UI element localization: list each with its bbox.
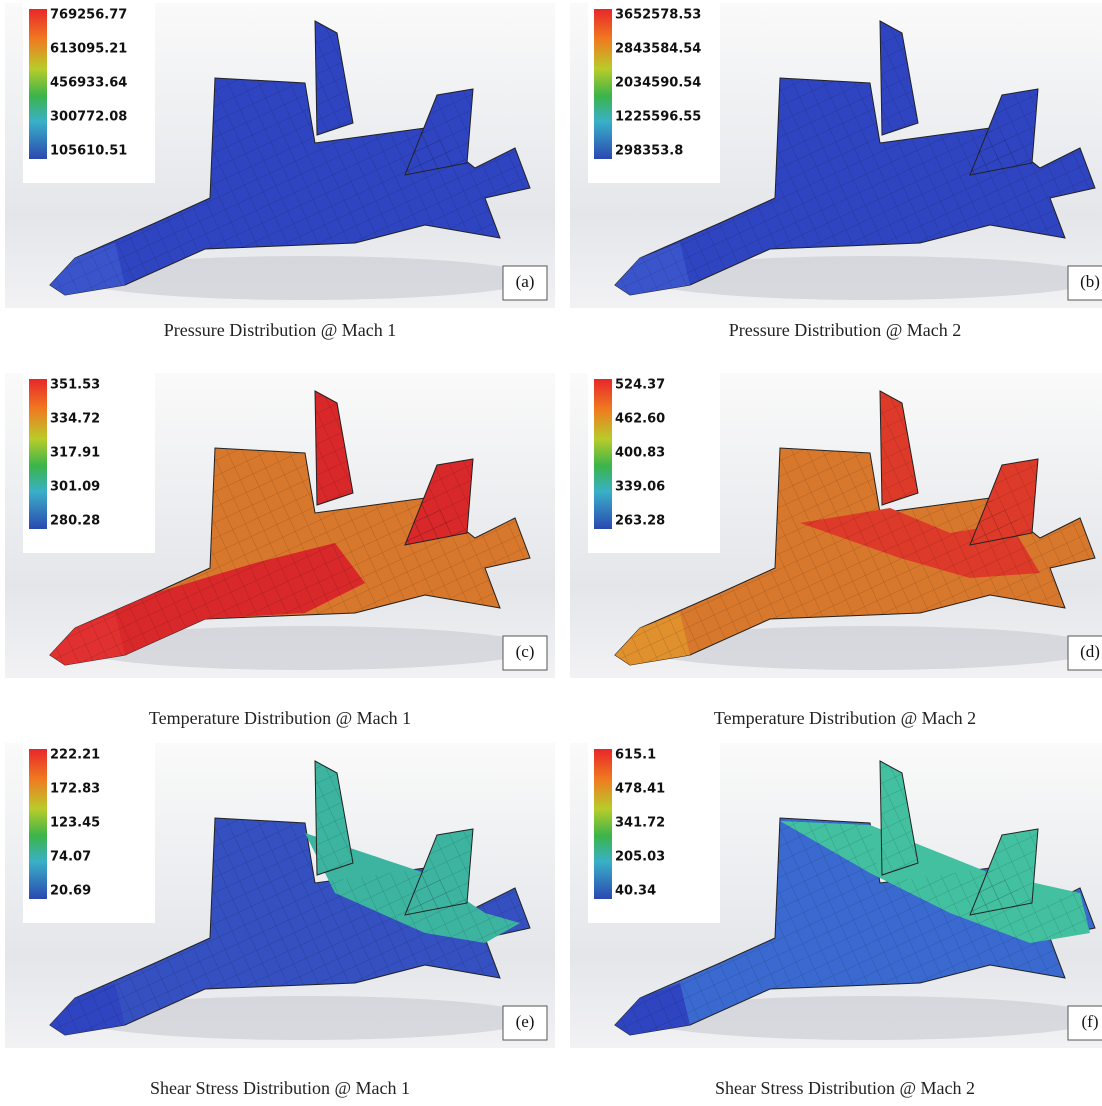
panel: 524.37 462.60 400.83 339.06 263.28 (d) <box>570 373 1102 678</box>
panel: 615.1 478.41 341.72 205.03 40.34 (f) <box>570 743 1102 1048</box>
legend-label: 280.28 <box>50 514 100 529</box>
panel-label: (c) <box>516 642 535 661</box>
colorbar <box>29 749 47 899</box>
colorbar <box>29 379 47 529</box>
legend-label: 462.60 <box>615 412 665 427</box>
legend-label: 478.41 <box>615 782 665 797</box>
page: 769256.77 613095.21 456933.64 300772.08 1056… <box>0 0 1102 1106</box>
legend-label: 300772.08 <box>50 110 127 125</box>
caption: Temperature Distribution @ Mach 1 <box>149 708 411 728</box>
legend-label: 298353.8 <box>615 144 683 159</box>
legend-label: 2843584.54 <box>615 42 701 57</box>
legend-label: 351.53 <box>50 378 100 393</box>
colorbar <box>29 9 47 159</box>
caption: Temperature Distribution @ Mach 2 <box>714 708 976 728</box>
legend-label: 123.45 <box>50 816 100 831</box>
legend-label: 334.72 <box>50 412 100 427</box>
panel-label: (a) <box>516 272 535 291</box>
legend-label: 613095.21 <box>50 42 127 57</box>
legend-label: 74.07 <box>50 850 91 865</box>
legend-label: 20.69 <box>50 884 91 899</box>
legend-label: 105610.51 <box>50 144 127 159</box>
panel-label: (b) <box>1080 272 1100 291</box>
legend-label: 524.37 <box>615 378 665 393</box>
panel: 351.53 334.72 317.91 301.09 280.28 (c) <box>5 373 555 678</box>
colorbar <box>594 9 612 159</box>
legend-label: 339.06 <box>615 480 665 495</box>
panel-label: (e) <box>516 1012 535 1031</box>
panel: 222.21 172.83 123.45 74.07 20.69 (e) <box>5 743 555 1048</box>
legend-label: 341.72 <box>615 816 665 831</box>
panel: 769256.77 613095.21 456933.64 300772.08 1056… <box>5 3 555 308</box>
caption: Pressure Distribution @ Mach 2 <box>729 320 962 340</box>
legend-label: 263.28 <box>615 514 665 529</box>
legend-label: 205.03 <box>615 850 665 865</box>
caption: Shear Stress Distribution @ Mach 2 <box>715 1078 975 1098</box>
caption: Pressure Distribution @ Mach 1 <box>164 320 397 340</box>
legend-label: 456933.64 <box>50 76 127 91</box>
panel: 3652578.53 2843584.54 2034590.54 1225596.55… <box>570 3 1102 308</box>
legend-label: 172.83 <box>50 782 100 797</box>
caption: Shear Stress Distribution @ Mach 1 <box>150 1078 410 1098</box>
colorbar <box>594 749 612 899</box>
legend-label: 317.91 <box>50 446 100 461</box>
legend-label: 301.09 <box>50 480 100 495</box>
panel-label: (d) <box>1080 642 1100 661</box>
figure: 769256.77 613095.21 456933.64 300772.08 1056… <box>0 0 1102 1106</box>
panel-label: (f) <box>1082 1012 1099 1031</box>
legend-label: 615.1 <box>615 748 656 763</box>
legend-label: 769256.77 <box>50 8 127 23</box>
legend-label: 40.34 <box>615 884 656 899</box>
legend-label: 222.21 <box>50 748 100 763</box>
legend-label: 400.83 <box>615 446 665 461</box>
colorbar <box>594 379 612 529</box>
legend-label: 1225596.55 <box>615 110 701 125</box>
legend-label: 2034590.54 <box>615 76 701 91</box>
legend-label: 3652578.53 <box>615 8 701 23</box>
